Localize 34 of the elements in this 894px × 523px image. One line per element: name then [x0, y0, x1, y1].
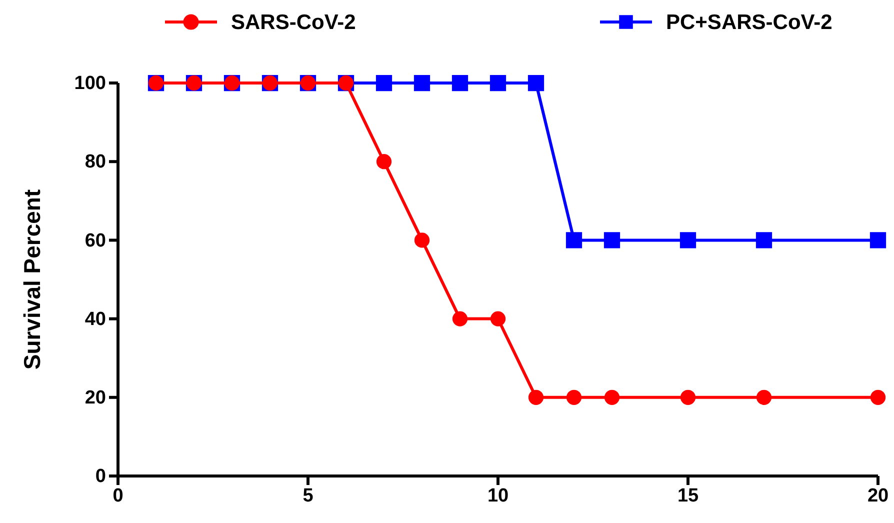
point: [566, 232, 582, 248]
point: [452, 311, 468, 326]
y-tick-label: 20: [84, 387, 106, 408]
y-tick-label: 40: [84, 308, 106, 330]
y-tick-label: 100: [74, 73, 106, 94]
point: [870, 390, 886, 405]
y-axis-title: Survival Percent: [19, 189, 45, 370]
point: [756, 390, 772, 405]
point: [870, 232, 886, 248]
x-tick-label: 10: [487, 485, 509, 506]
point: [680, 390, 696, 405]
point: [604, 390, 620, 405]
x-tick-label: 0: [112, 485, 124, 506]
point: [376, 154, 392, 170]
point: [680, 232, 696, 248]
y-tick-label: 0: [95, 466, 106, 488]
point: [756, 232, 772, 248]
point: [490, 311, 506, 326]
legend-label: SARS-CoV-2: [231, 11, 356, 34]
point: [376, 74, 392, 92]
point: [414, 232, 430, 248]
y-tick-label: 80: [84, 152, 106, 173]
point: [452, 74, 468, 92]
x-tick-label: 5: [302, 485, 314, 506]
point: [414, 74, 430, 92]
legend-label: PC+SARS-CoV-2: [666, 11, 832, 34]
point: [566, 390, 582, 405]
point: [490, 74, 506, 92]
point: [604, 232, 620, 248]
x-tick-label: 20: [867, 485, 889, 506]
x-tick-label: 15: [677, 485, 699, 506]
point: [528, 74, 544, 92]
y-tick-label: 60: [84, 230, 106, 252]
point: [528, 390, 544, 405]
